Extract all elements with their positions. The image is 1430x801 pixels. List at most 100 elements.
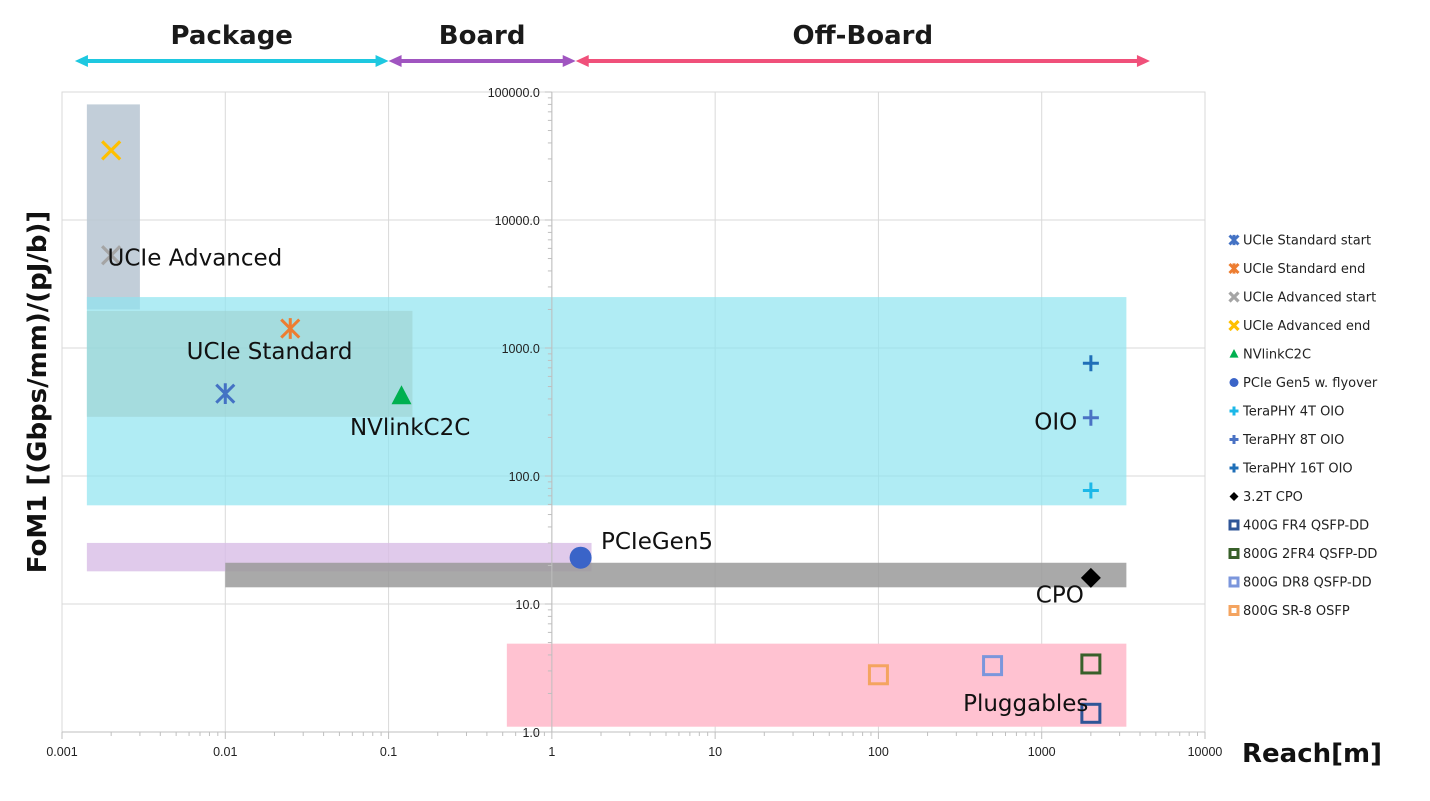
section-package: Package (74, 21, 389, 67)
legend-item: 800G DR8 QSFP-DD (1228, 576, 1372, 591)
legend-item: NVlinkC2C (1229, 348, 1311, 363)
legend-label: 3.2T CPO (1243, 490, 1303, 505)
legend: UCIe Standard start UCIe Standard end UCIe… (1228, 234, 1378, 619)
marker-800g-sr-8-osfp (867, 664, 889, 686)
data-markers (101, 140, 1102, 724)
x-tick-label: 10000 (1188, 745, 1223, 759)
section-arrow-head-right (1136, 55, 1150, 67)
legend-item: UCIe Standard end (1228, 262, 1365, 277)
marker-shape (867, 664, 889, 686)
region-label-ucie-standard: UCIe Standard (187, 339, 353, 365)
x-tick-label: 0.1 (380, 745, 397, 759)
marker-shape (1229, 435, 1239, 444)
legend-marker (1228, 605, 1240, 616)
marker-ucie-standard-start (215, 383, 236, 404)
marker-800g-dr8-qsfp-dd (982, 655, 1004, 677)
section-board: Board (388, 21, 576, 67)
marker-shape (1229, 349, 1239, 358)
legend-label: TeraPHY 8T OIO (1242, 433, 1344, 448)
region-labels: UCIe Advanced OIO UCIe Standard PCIeGen5 CPO… (108, 246, 1089, 717)
legend-item: TeraPHY 16T OIO (1229, 462, 1353, 477)
legend-marker (1228, 548, 1240, 559)
legend-label: NVlinkC2C (1243, 348, 1311, 363)
marker-3-2t-cpo (1080, 567, 1101, 588)
marker-pcie-gen5-w-flyover (569, 546, 592, 569)
legend-label: UCIe Advanced start (1243, 291, 1376, 306)
x-tick-label: 100 (868, 745, 889, 759)
region-label-pciegen5: PCIeGen5 (601, 529, 713, 555)
y-axis-title: FoM1 [(Gbps/mm)/(pJ/b)] (23, 211, 53, 574)
legend-item: PCIe Gen5 w. flyover (1229, 376, 1378, 391)
marker-shape (391, 385, 412, 405)
marker-shape (1082, 355, 1099, 372)
marker-shape (569, 546, 592, 569)
legend-item: UCIe Advanced end (1228, 319, 1370, 334)
marker-shape (1229, 406, 1239, 416)
x-tick-label: 1 (548, 745, 555, 759)
section-arrow-head-right (562, 55, 576, 67)
region-label-ucie-advanced: UCIe Advanced (108, 246, 283, 272)
legend-label: UCIe Advanced end (1243, 319, 1370, 334)
marker-shape (1228, 234, 1240, 246)
marker-ucie-advanced-end (101, 140, 122, 161)
region-cpo (225, 562, 1127, 588)
region-pluggables (506, 643, 1127, 727)
x-axis-title: Reach[m] (1242, 739, 1382, 769)
marker-shape (1082, 482, 1099, 499)
section-label: Board (439, 21, 526, 51)
legend-marker (1228, 319, 1240, 332)
x-tick-label: 1000 (1028, 745, 1056, 759)
y-tick-label: 1.0 (522, 726, 539, 740)
region-label-pluggables: Pluggables (963, 691, 1088, 717)
marker-shape (1229, 492, 1239, 501)
marker-shape (1080, 653, 1102, 675)
axes: 0.001 0.01 0.1 1 10 100 1000 10000 1.0 10.0 100.0 1… (46, 86, 1222, 759)
highlight-regions (86, 104, 1127, 727)
marker-shape (1080, 567, 1101, 588)
section-arrow-head-left (388, 55, 402, 67)
y-tick-label: 100000.0 (488, 86, 540, 100)
legend-marker (1229, 435, 1239, 444)
legend-item: 800G 2FR4 QSFP-DD (1228, 547, 1377, 562)
y-tick-label: 10.0 (516, 598, 540, 612)
legend-label: UCIe Standard end (1243, 262, 1365, 277)
region-label-cpo: CPO (1036, 582, 1084, 608)
y-tick-label: 1000.0 (502, 342, 540, 356)
legend-label: 800G 2FR4 QSFP-DD (1243, 547, 1377, 562)
x-tick-label: 10 (708, 745, 722, 759)
legend-item: 400G FR4 QSFP-DD (1228, 519, 1369, 534)
section-arrow-head-left (74, 55, 88, 67)
legend-label: 800G SR-8 OSFP (1243, 604, 1350, 619)
section-arrow-head-left (575, 55, 589, 67)
legend-label: TeraPHY 4T OIO (1242, 405, 1344, 420)
legend-marker (1229, 463, 1239, 473)
marker-shape (101, 245, 122, 266)
legend-item: 3.2T CPO (1229, 490, 1303, 505)
section-arrow-head-right (375, 55, 389, 67)
marker-teraphy-16t-oio (1082, 355, 1099, 372)
marker-shape (1228, 319, 1240, 332)
y-tick-label: 10000.0 (495, 214, 540, 228)
legend-marker (1229, 406, 1239, 416)
legend-marker (1229, 378, 1239, 387)
marker-shape (1080, 702, 1102, 724)
legend-marker (1228, 576, 1240, 588)
section-off-board: Off-Board (575, 21, 1150, 67)
legend-label: TeraPHY 16T OIO (1242, 462, 1353, 477)
x-tick-label: 0.001 (46, 745, 77, 759)
region-ucie-advanced (86, 104, 140, 310)
marker-shape (215, 383, 236, 404)
marker-800g-2fr4-qsfp-dd (1080, 653, 1102, 675)
marker-shape (1228, 605, 1240, 616)
marker-shape (982, 655, 1004, 677)
section-label: Package (171, 21, 293, 51)
marker-teraphy-4t-oio (1082, 482, 1099, 499)
marker-shape (1228, 548, 1240, 559)
section-label: Off-Board (793, 21, 934, 51)
marker-shape (1082, 409, 1099, 426)
marker-shape (1229, 378, 1239, 387)
legend-marker (1228, 519, 1240, 531)
legend-item: UCIe Standard start (1228, 234, 1371, 249)
marker-teraphy-8t-oio (1082, 409, 1099, 426)
